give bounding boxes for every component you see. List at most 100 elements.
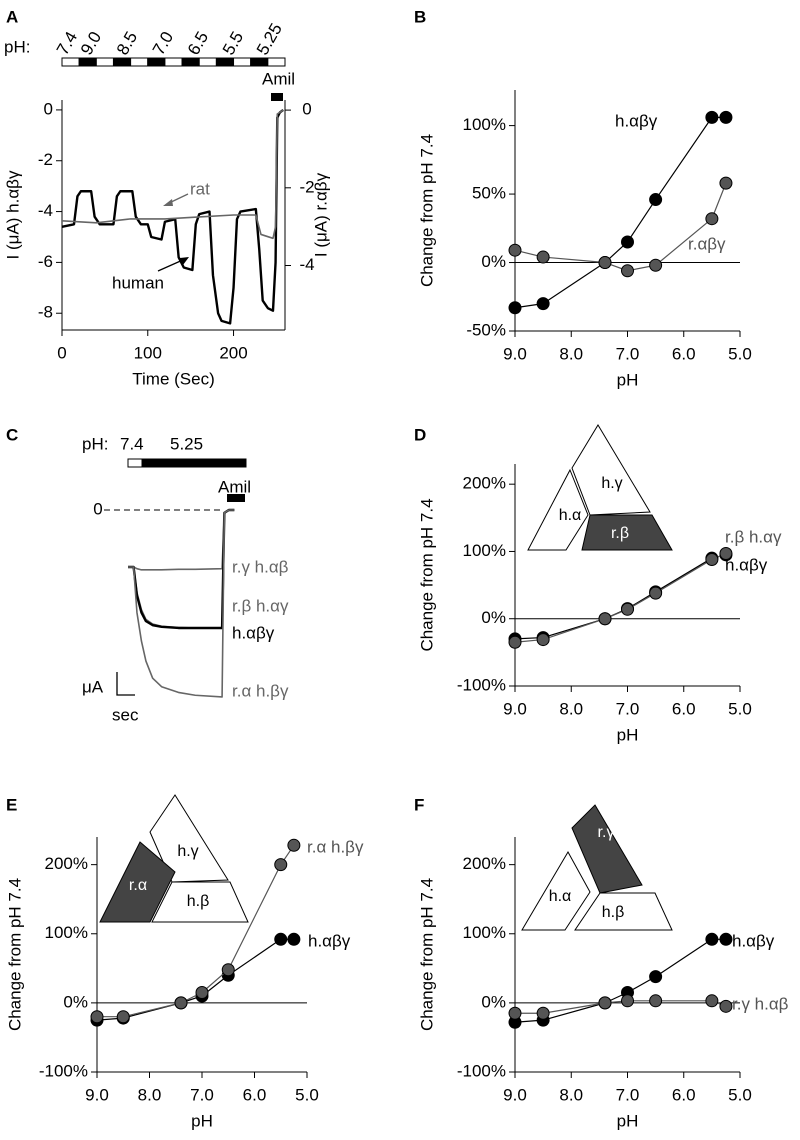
blocker-bar xyxy=(271,93,283,101)
blocker-bar xyxy=(227,494,245,502)
diagram-label: h.β xyxy=(602,904,625,921)
ph-step-label: 5.25 xyxy=(170,434,203,453)
data-point xyxy=(621,264,634,278)
arrowhead xyxy=(163,199,173,206)
series-label: h.αβγ xyxy=(308,931,351,950)
data-point xyxy=(598,612,612,626)
panel-letter: B xyxy=(414,7,426,26)
series-label: r.γ h.αβ xyxy=(232,557,289,576)
data-point xyxy=(508,243,522,257)
ph-step-label: 7.0 xyxy=(149,28,177,58)
ph-bar-segment xyxy=(147,57,166,67)
ph-bar-segment xyxy=(250,57,269,67)
data-point xyxy=(90,1010,104,1024)
ph-bar-segment xyxy=(233,57,252,67)
diagram-label: r.α xyxy=(129,877,147,894)
data-point xyxy=(649,193,663,207)
data-point xyxy=(719,110,733,124)
ph-step-label: 9.0 xyxy=(77,28,105,58)
y-tick-label: -100% xyxy=(457,675,506,694)
ph-bar-segment xyxy=(164,57,183,67)
y-tick-label: 0% xyxy=(481,608,506,627)
ph-bar-segment xyxy=(61,57,80,67)
data-point xyxy=(705,994,719,1008)
data-point xyxy=(195,986,209,1000)
series-line xyxy=(61,109,284,240)
diagram-label: h.α xyxy=(559,507,582,524)
series-label: r.α h.βγ xyxy=(307,837,364,856)
y-tick-label: 200% xyxy=(463,854,506,873)
data-point xyxy=(287,932,301,946)
series-label: h.αβγ xyxy=(725,555,768,574)
data-point xyxy=(221,963,235,977)
y-axis-title: Change from pH 7.4 xyxy=(417,878,436,1031)
y-tick-label: 100% xyxy=(463,541,506,560)
diagram-piece xyxy=(99,841,176,923)
series-label: r.γ h.αβ xyxy=(732,994,789,1013)
ph-bar-segment xyxy=(112,57,132,67)
x-tick-label: 7.0 xyxy=(616,1085,640,1104)
ph-bar-segment xyxy=(215,57,235,67)
ph-bar-segment xyxy=(130,57,149,67)
y-tick-label: -4 xyxy=(38,201,53,220)
data-point xyxy=(621,235,634,249)
protocol-label: pH: xyxy=(82,434,108,453)
panel-letter: D xyxy=(414,425,426,444)
x-tick-label: 8.0 xyxy=(559,699,583,718)
blocker-label: Amil xyxy=(218,477,251,496)
y2-tick-label: -4 xyxy=(299,255,314,274)
diagram-label: r.β xyxy=(611,525,629,542)
x-tick-label: 6.0 xyxy=(672,1085,696,1104)
data-point xyxy=(719,932,733,946)
y-tick-label: -100% xyxy=(39,1061,88,1080)
scale-bar xyxy=(116,672,135,696)
x-tick-label: 6.0 xyxy=(243,1085,267,1104)
y-tick-label: 100% xyxy=(463,115,506,134)
series-label: r.β h.αγ xyxy=(232,596,289,615)
ph-bar-segment xyxy=(181,57,200,67)
data-point xyxy=(536,250,550,264)
y-axis-title: Change from pH 7.4 xyxy=(417,498,436,651)
x-axis-title: Time (Sec) xyxy=(132,369,215,388)
y-tick-label: -100% xyxy=(457,1061,506,1080)
diagram-label: h.γ xyxy=(601,475,622,492)
y-tick-label: 200% xyxy=(45,854,88,873)
series-line xyxy=(514,554,727,640)
x-axis-title: pH xyxy=(617,370,639,389)
x-tick-label: 5.0 xyxy=(728,699,752,718)
data-point xyxy=(621,602,634,616)
y-tick-label: 200% xyxy=(463,474,506,493)
x-tick-label: 7.0 xyxy=(190,1085,214,1104)
y-axis-title: Change from pH 7.4 xyxy=(417,134,436,287)
panel-letter: E xyxy=(6,795,17,814)
subunit-diagram: h.γ h.α r.β h.γ r.α h.β r.γ h.α h.β xyxy=(99,424,673,931)
data-point xyxy=(719,546,733,560)
data-point xyxy=(116,1010,130,1024)
x-tick-label: 9.0 xyxy=(503,344,527,363)
ph-step-label: 5.5 xyxy=(219,28,247,58)
x-tick-label: 8.0 xyxy=(559,344,583,363)
diagram-piece xyxy=(521,850,591,931)
y-tick-label: -2 xyxy=(38,150,53,169)
series-label: r.αβγ xyxy=(688,234,726,253)
series-label: r.β h.αγ xyxy=(725,527,782,546)
data-point xyxy=(536,1006,550,1020)
x-tick-label: 100 xyxy=(134,343,162,362)
data-point xyxy=(705,553,719,567)
series-label: r.α h.βγ xyxy=(232,681,289,700)
panel-letter: F xyxy=(414,795,424,814)
y-tick-label: 100% xyxy=(463,923,506,942)
x-tick-label: 7.0 xyxy=(616,344,640,363)
diagram-piece xyxy=(527,468,589,551)
ph-bar-segment xyxy=(198,57,217,67)
y-tick-label: 0% xyxy=(63,992,88,1011)
data-point xyxy=(649,586,663,600)
y-tick-label: 0 xyxy=(93,499,102,518)
y-tick-label: 0 xyxy=(44,99,53,118)
x-axis-title: pH xyxy=(617,725,639,744)
data-point xyxy=(598,256,612,270)
data-point xyxy=(508,1006,522,1020)
ph-step-label: 8.5 xyxy=(113,28,141,58)
x-tick-label: 200 xyxy=(219,343,247,362)
